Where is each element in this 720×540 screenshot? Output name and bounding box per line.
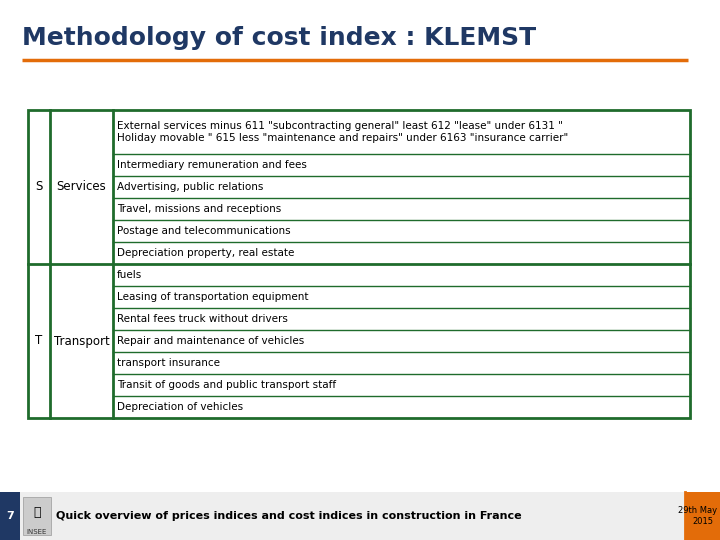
Text: Transit of goods and public transport staff: Transit of goods and public transport st… <box>117 380 336 390</box>
Text: Methodology of cost index : KLEMST: Methodology of cost index : KLEMST <box>22 26 536 50</box>
Text: Rental fees truck without drivers: Rental fees truck without drivers <box>117 314 288 324</box>
Text: 📷: 📷 <box>33 505 41 518</box>
Bar <box>0 492 20 540</box>
Text: Services: Services <box>57 180 107 193</box>
Text: Advertising, public relations: Advertising, public relations <box>117 182 264 192</box>
Text: fuels: fuels <box>117 270 143 280</box>
Text: Depreciation property, real estate: Depreciation property, real estate <box>117 248 294 258</box>
Text: 29th May of
2015: 29th May of 2015 <box>678 505 720 526</box>
Text: transport insurance: transport insurance <box>117 358 220 368</box>
Text: Intermediary remuneration and fees: Intermediary remuneration and fees <box>117 160 307 170</box>
Bar <box>28 110 690 418</box>
Text: Postage and telecommunications: Postage and telecommunications <box>117 226 291 236</box>
Bar <box>686 492 720 540</box>
Bar <box>0 492 720 540</box>
Bar <box>23 497 51 535</box>
Text: S: S <box>35 180 42 193</box>
Text: Quick overview of prices indices and cost indices in construction in France: Quick overview of prices indices and cos… <box>56 511 521 521</box>
Text: 7: 7 <box>6 511 14 521</box>
Text: T: T <box>35 334 42 348</box>
Text: Transport: Transport <box>53 334 109 348</box>
Text: INSEE: INSEE <box>27 529 48 535</box>
Text: Repair and maintenance of vehicles: Repair and maintenance of vehicles <box>117 336 305 346</box>
Text: Leasing of transportation equipment: Leasing of transportation equipment <box>117 292 308 302</box>
Text: Travel, missions and receptions: Travel, missions and receptions <box>117 204 282 214</box>
Text: Depreciation of vehicles: Depreciation of vehicles <box>117 402 243 412</box>
Text: External services minus 611 "subcontracting general" least 612 "lease" under 613: External services minus 611 "subcontract… <box>117 121 568 143</box>
